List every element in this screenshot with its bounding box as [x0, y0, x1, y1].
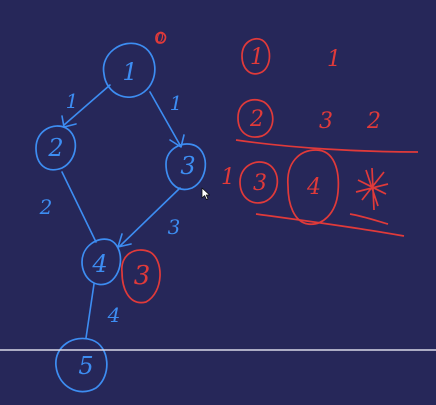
graph-node-1-circle: [102, 42, 156, 98]
table-row2-value-2: 2: [366, 109, 381, 134]
node-1-red-mark: 0: [156, 31, 164, 45]
graph-node-3-circle: [165, 143, 207, 191]
graph-node-1: [102, 42, 156, 98]
edge-4-5: [85, 283, 95, 339]
graph-node-5: [55, 337, 108, 393]
edge-1-3-mark: 1: [170, 91, 183, 115]
graph-node-2-label: 2: [47, 134, 63, 162]
edge-1-2: [63, 84, 111, 126]
node-4-red-circle: [121, 249, 161, 304]
graph-node-4: [81, 238, 122, 286]
table-row1-node-circle: [241, 37, 271, 75]
edge-2-4-mark: 2: [39, 195, 53, 219]
table-row3-node-b-label: 4: [306, 175, 321, 200]
graph-node-4-label: 4: [91, 250, 107, 278]
table-row3-node-a-circle: [239, 161, 279, 204]
table-row3-node-a-label: 3: [253, 171, 267, 196]
edge-3-4: [119, 187, 181, 247]
edge-3-4-mark: 3: [168, 215, 181, 239]
table-row1-value: 1: [327, 47, 341, 72]
table-row2-value-1: 3: [319, 109, 333, 134]
table-divider-1: [235, 139, 419, 153]
graph-node-2-circle: [35, 125, 77, 171]
graph-node-4-circle: [81, 238, 122, 286]
table-row3-node-b-circle: [287, 149, 340, 225]
node-1-red-mark-circle: [155, 31, 167, 44]
table-row3-underline: [349, 213, 389, 225]
edge-1-3-arrowhead: [169, 134, 185, 148]
table-row1-node-label: 1: [250, 45, 264, 70]
table-row3-left-mark: 1: [221, 165, 235, 190]
edge-1-3: [149, 91, 181, 146]
graph-nodes: [35, 42, 207, 393]
table-divider-2: [255, 213, 405, 237]
graph-node-1-label: 1: [122, 58, 137, 86]
edge-1-2-mark: 1: [66, 89, 79, 113]
table-crossed-value: *: [370, 188, 375, 199]
graph-edges: [61, 84, 185, 339]
table-crossed-out-scribble: [355, 167, 389, 211]
graph-node-3: [165, 143, 207, 191]
mouse-cursor-icon: [201, 187, 210, 200]
edge-4-5-mark: 4: [107, 303, 121, 327]
node-4-red-value: 3: [134, 261, 151, 291]
table-row2-node-label: 2: [249, 107, 264, 132]
graph-node-3-label: 3: [180, 152, 195, 180]
edge-2-4: [61, 171, 97, 243]
table-row2-node-circle: [237, 98, 274, 138]
graph-node-5-label: 5: [78, 352, 93, 380]
graph-node-5-circle: [55, 337, 108, 393]
graph-node-2: [35, 125, 77, 171]
